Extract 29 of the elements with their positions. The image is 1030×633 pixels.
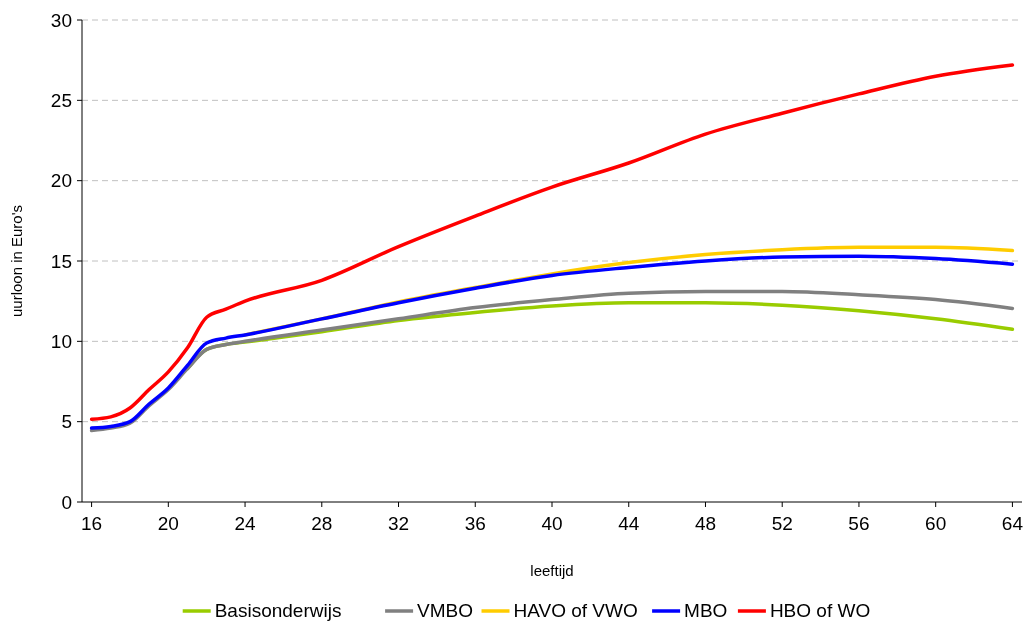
y-tick-label: 25 bbox=[50, 89, 72, 111]
y-tick-label: 0 bbox=[61, 491, 72, 513]
x-tick-label: 16 bbox=[81, 513, 103, 534]
legend-label: VMBO bbox=[417, 600, 474, 621]
line-series bbox=[89, 254, 1015, 430]
x-tick-label: 44 bbox=[618, 513, 640, 534]
y-tick-label: 10 bbox=[50, 330, 72, 352]
x-tick-label: 28 bbox=[311, 513, 333, 534]
x-axis-title: leeftijd bbox=[530, 562, 574, 579]
x-tick-label: 60 bbox=[925, 513, 947, 534]
y-axis-title: uurloon in Euro's bbox=[8, 204, 25, 318]
x-tick-label: 24 bbox=[234, 513, 257, 534]
legend-label: HBO of WO bbox=[769, 600, 871, 621]
legend-label: HAVO of VWO bbox=[513, 600, 638, 621]
y-tick-label: 30 bbox=[50, 9, 72, 31]
y-tick-label: 20 bbox=[50, 170, 72, 192]
x-tick-label: 56 bbox=[848, 513, 870, 534]
x-tick-label: 64 bbox=[1001, 513, 1024, 534]
line-series bbox=[89, 63, 1015, 422]
legend-label: Basisonderwijs bbox=[214, 600, 342, 621]
y-tick-label: 5 bbox=[61, 411, 72, 433]
x-tick-label: 40 bbox=[541, 513, 563, 534]
y-tick-label: 15 bbox=[50, 250, 72, 272]
x-tick-label: 36 bbox=[464, 513, 486, 534]
x-tick-label: 52 bbox=[771, 513, 793, 534]
x-tick-label: 48 bbox=[694, 513, 717, 534]
legend-label: MBO bbox=[684, 600, 728, 621]
x-tick-label: 32 bbox=[387, 513, 410, 534]
x-tick-label: 20 bbox=[157, 513, 179, 534]
